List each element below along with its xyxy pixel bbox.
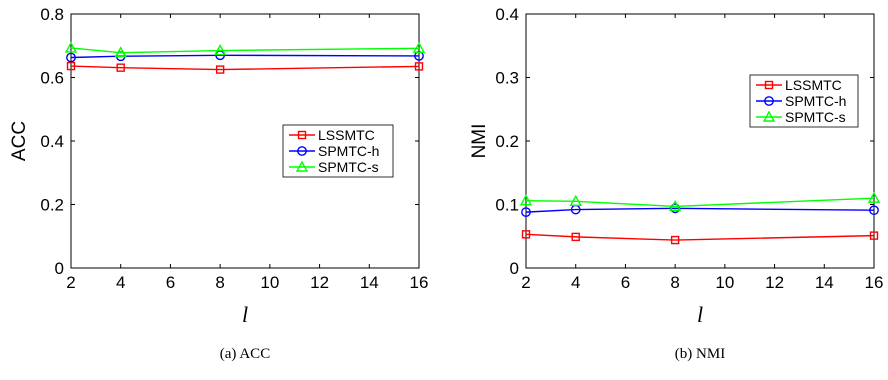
y-axis-label: ACC (9, 121, 30, 161)
series-line (525, 207, 875, 213)
data-point (414, 62, 424, 71)
legend-marker (295, 160, 309, 172)
y-tick-label: 0.4 (40, 132, 64, 151)
series-line (70, 65, 420, 71)
x-tick-label: 16 (865, 273, 884, 292)
data-point (519, 194, 533, 206)
x-tick-label: 6 (166, 273, 175, 292)
x-tick-label: 6 (621, 273, 630, 292)
series-spmtc-s (519, 191, 881, 212)
y-tick-label: 0 (55, 259, 64, 278)
x-tick-label: 8 (215, 273, 224, 292)
data-point (521, 207, 531, 218)
data-point (215, 65, 225, 74)
x-tick-label: 14 (360, 273, 379, 292)
legend-marker (762, 110, 776, 122)
data-point (668, 199, 682, 212)
x-tick-label: 12 (310, 273, 329, 292)
legend-label: LSSMTC (785, 77, 842, 93)
y-tick-label: 0.1 (495, 196, 519, 215)
data-point (114, 46, 127, 58)
x-tick-label: 4 (571, 273, 580, 292)
legend-marker (297, 146, 307, 156)
y-tick-label: 0.2 (495, 132, 519, 151)
data-point (521, 230, 531, 239)
data-point (869, 205, 879, 216)
plot-area (525, 13, 875, 269)
data-point (116, 63, 125, 72)
series-lssmtc (66, 61, 424, 74)
chart-caption: (b) NMI (675, 346, 725, 362)
series-line (525, 233, 875, 241)
legend-marker (297, 130, 307, 140)
x-tick-label: 2 (521, 273, 530, 292)
x-tick-label: 4 (116, 273, 125, 292)
data-point (66, 61, 76, 71)
legend-label: SPMTC-h (785, 93, 846, 109)
legend-marker (764, 80, 774, 90)
x-axis-label: l (242, 302, 248, 327)
series-spmtc-s (64, 41, 426, 58)
data-point (670, 235, 680, 245)
y-tick-label: 0.4 (495, 5, 519, 24)
chart-acc: 2 4 6 8 10 12 14 1600.20.40.60.8ACClLSSMTCSPMTC… (9, 5, 428, 362)
data-point (867, 191, 881, 203)
x-tick-label: 10 (715, 273, 734, 292)
chart-nmi: 2 4 6 8 10 12 14 1600.10.20.30.4NMIlLSSMTCSPMTC… (469, 5, 883, 362)
data-point (569, 194, 582, 207)
series-lssmtc (521, 230, 879, 245)
data-point (412, 41, 426, 53)
series-line (525, 197, 875, 208)
y-tick-label: 0.6 (40, 69, 64, 88)
y-tick-label: 0.3 (495, 69, 519, 88)
y-axis-label: NMI (469, 124, 490, 159)
data-point (213, 44, 227, 56)
x-tick-label: 16 (410, 273, 429, 292)
x-tick-label: 14 (815, 273, 834, 292)
legend-label: SPMTC-s (785, 109, 846, 125)
legend-label: SPMTC-h (318, 143, 379, 159)
series-line (70, 54, 420, 59)
y-tick-label: 0.2 (40, 196, 64, 215)
data-point (571, 232, 580, 242)
x-axis-label: l (697, 302, 703, 327)
y-tick-label: 0 (510, 259, 519, 278)
legend-marker (764, 96, 774, 106)
data-point (64, 41, 78, 53)
legend-label: LSSMTC (318, 127, 375, 143)
data-point (869, 231, 879, 240)
y-tick-label: 0.8 (40, 5, 64, 24)
data-point (66, 52, 76, 63)
legend-label: SPMTC-s (318, 159, 379, 175)
x-tick-label: 8 (670, 273, 679, 292)
x-tick-label: 10 (260, 273, 279, 292)
x-tick-label: 2 (66, 273, 75, 292)
series-line (70, 47, 420, 54)
chart-caption: (a) ACC (220, 346, 270, 362)
x-tick-label: 12 (765, 273, 784, 292)
